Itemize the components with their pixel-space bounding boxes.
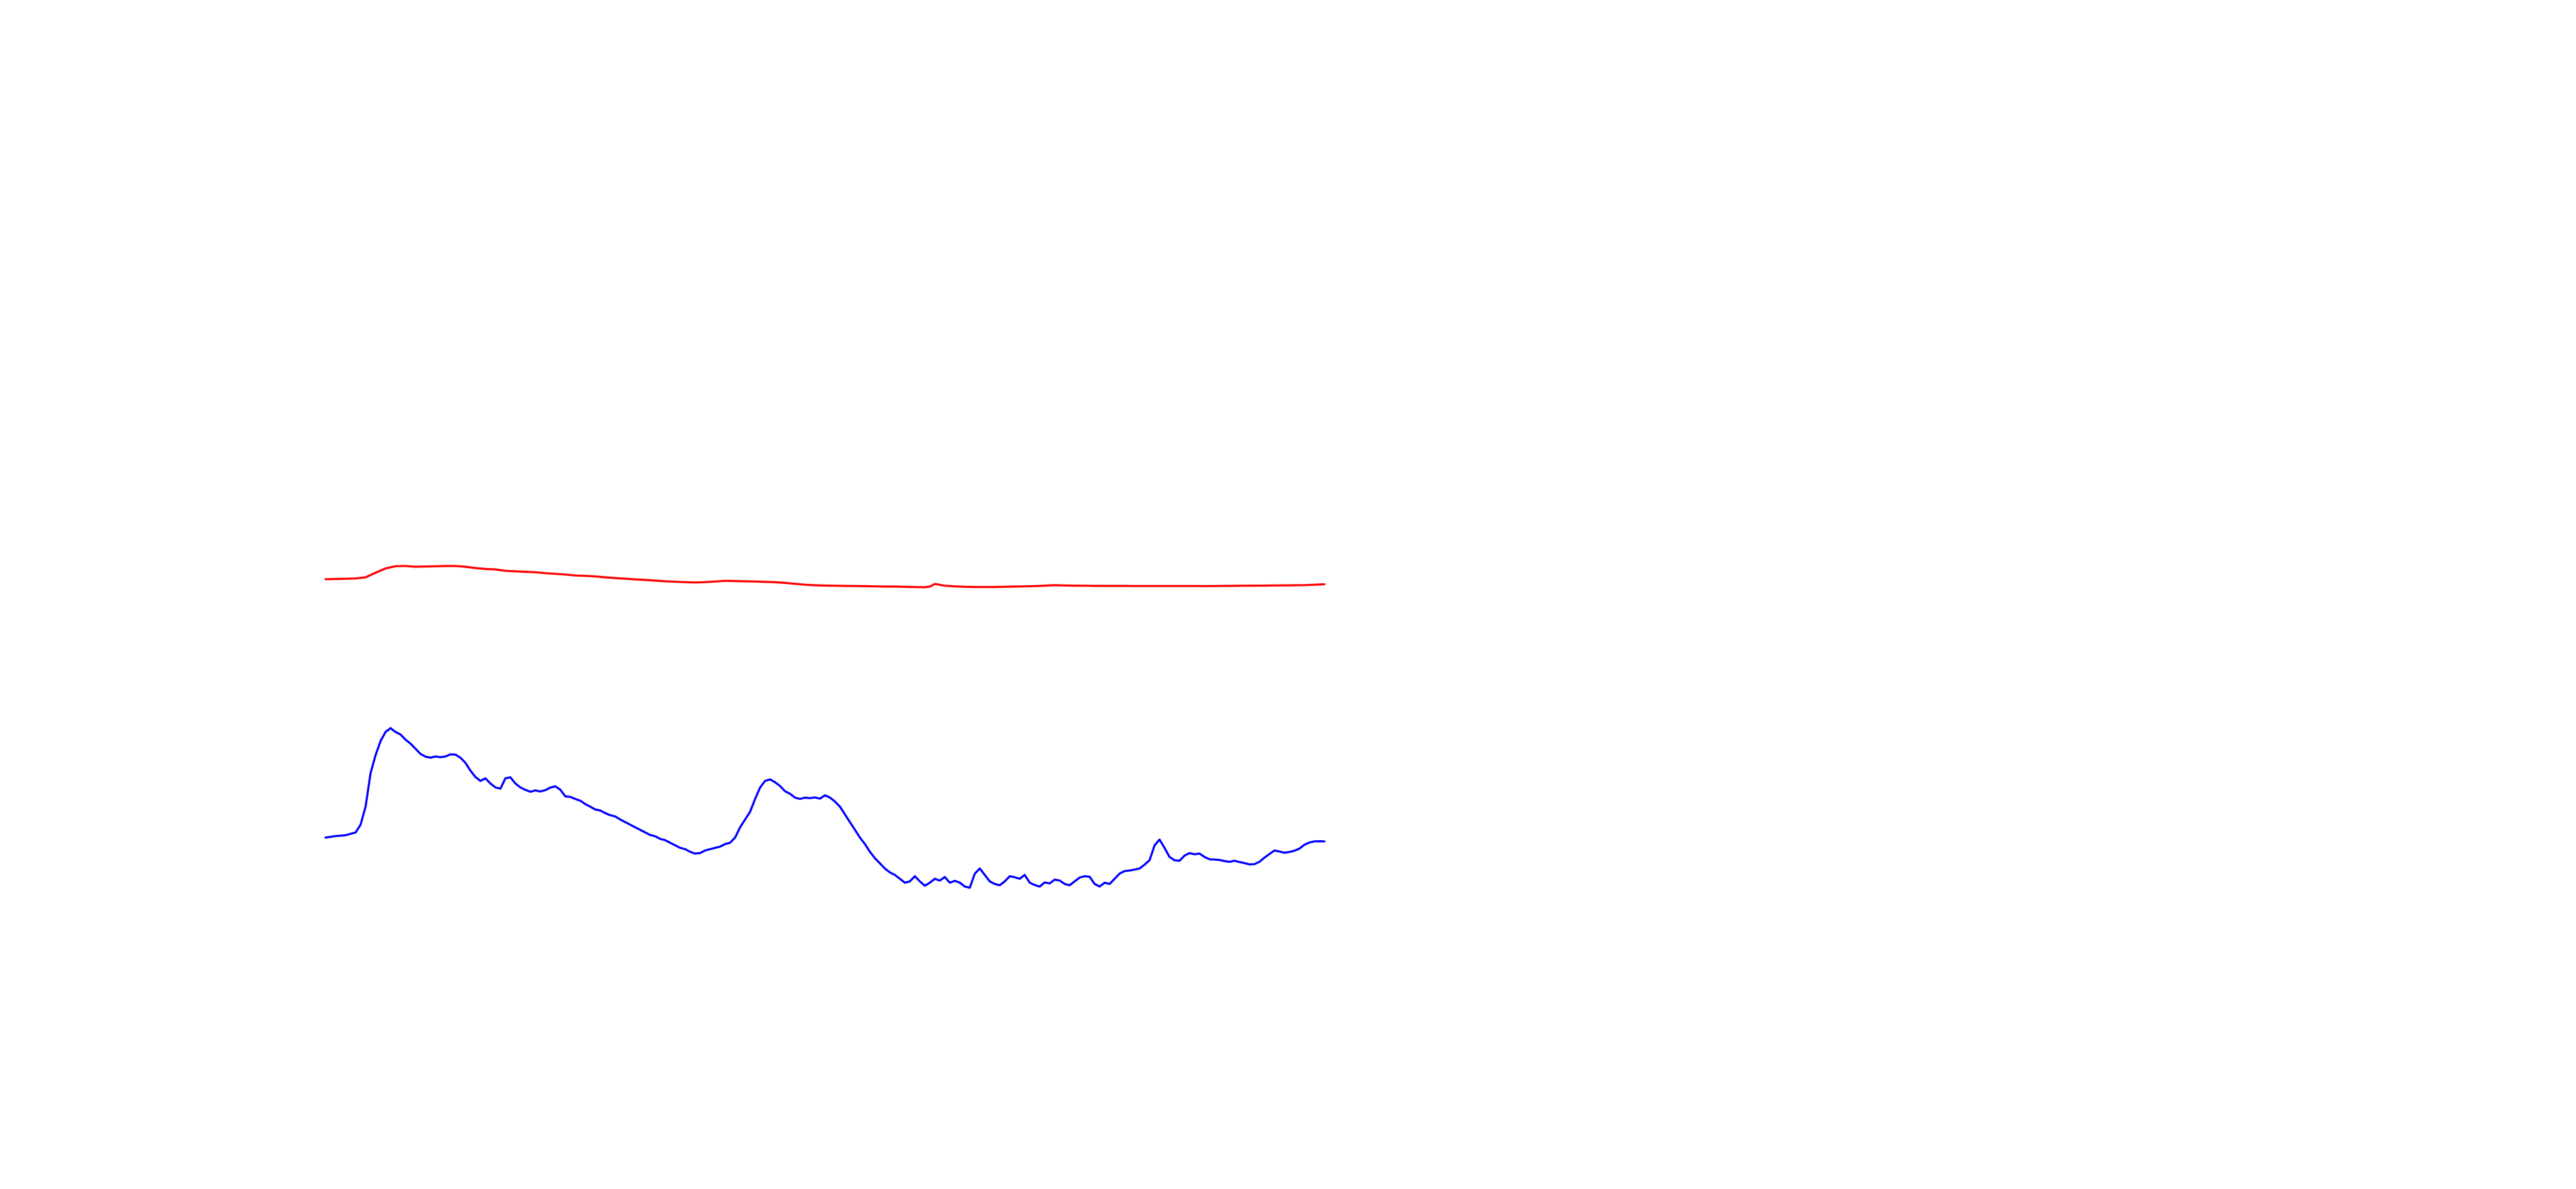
series-line-1 — [324, 565, 1326, 589]
series-line-2 — [324, 727, 1326, 889]
series-layer — [324, 565, 1326, 889]
